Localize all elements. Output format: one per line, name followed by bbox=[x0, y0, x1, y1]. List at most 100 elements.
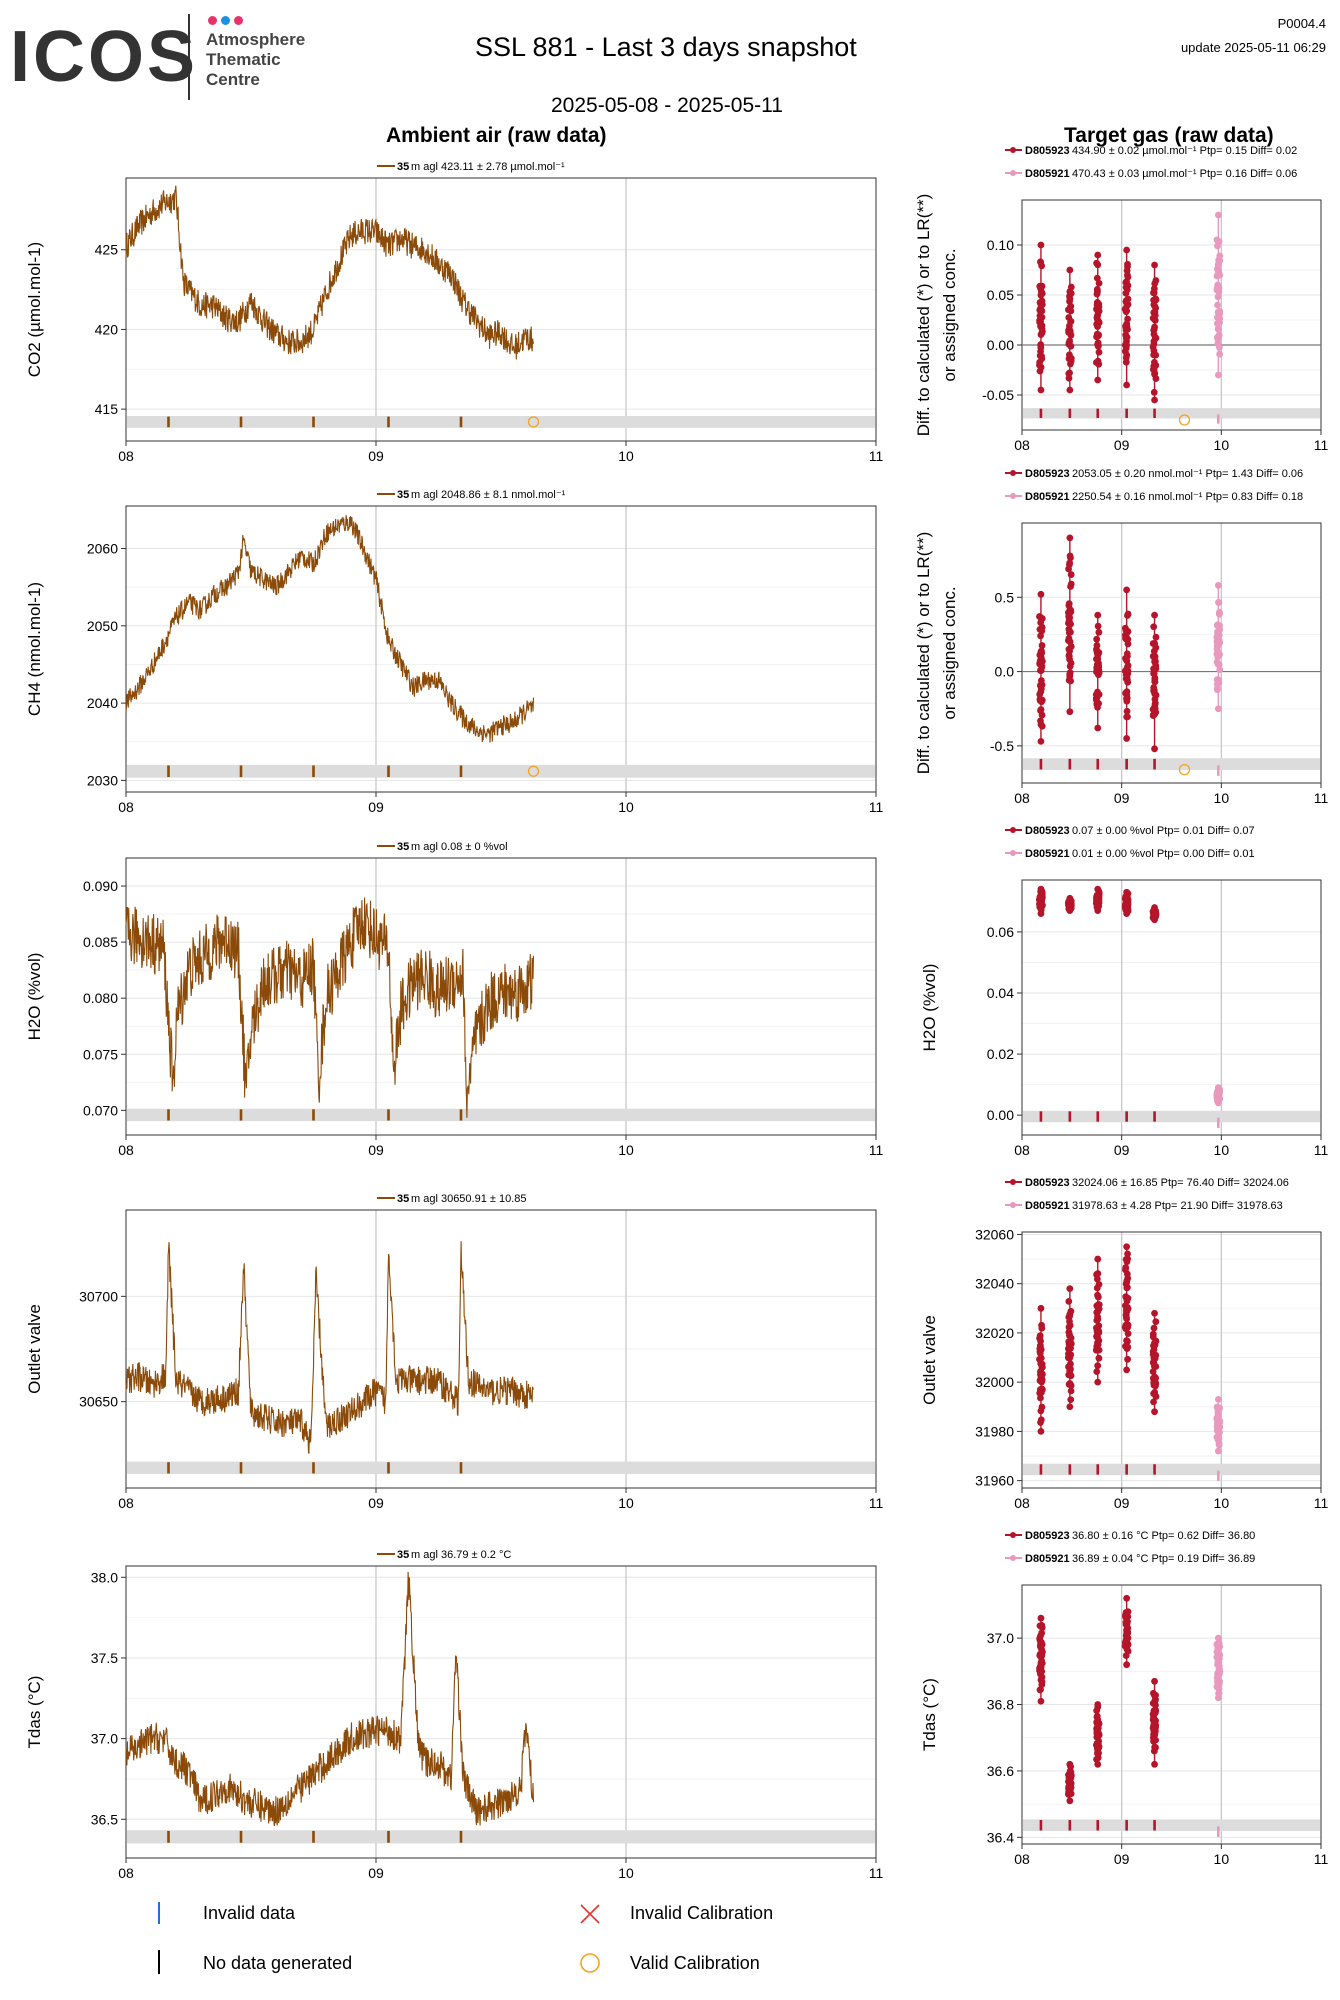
target-point bbox=[1093, 661, 1101, 669]
target-point bbox=[1215, 1655, 1223, 1663]
target-point bbox=[1065, 314, 1073, 321]
target-point bbox=[1214, 334, 1222, 342]
target-point bbox=[1149, 640, 1157, 647]
target-point bbox=[1150, 330, 1158, 338]
target-point-min bbox=[1214, 1099, 1222, 1107]
legend-no-data: No data generated bbox=[203, 1953, 353, 1973]
target-point bbox=[1067, 354, 1075, 362]
target-panel-1: 08 09 10 11 -0.5 0.0 0.5 Diff. to calculated (*… bbox=[914, 468, 1328, 806]
target-point bbox=[1121, 347, 1129, 355]
measurement-marker bbox=[387, 1109, 390, 1121]
legend-height: 35 bbox=[397, 1549, 409, 1561]
legend-swatch-dot bbox=[1010, 147, 1016, 153]
target-point bbox=[1094, 1716, 1102, 1724]
measurement-marker bbox=[167, 1830, 170, 1843]
target-point bbox=[1152, 1701, 1159, 1709]
legend-stats: 2250.54 ± 0.16 nmol.mol⁻¹ Ptp= 0.83 Diff… bbox=[1072, 491, 1303, 503]
target-point-max bbox=[1214, 1634, 1222, 1642]
target-point bbox=[1094, 1723, 1101, 1731]
target-point bbox=[1122, 689, 1129, 697]
target-point bbox=[1095, 331, 1102, 339]
ambient-series-line bbox=[125, 897, 535, 1118]
legend-stats: 470.43 ± 0.03 µmol.mol⁻¹ Ptp= 0.16 Diff=… bbox=[1072, 168, 1297, 180]
section-title-ambient: Ambient air (raw data) bbox=[386, 124, 607, 147]
section-title-target: Target gas (raw data) bbox=[1064, 124, 1274, 147]
x-tick-label: 09 bbox=[1114, 790, 1130, 806]
target-point bbox=[1215, 344, 1223, 351]
x-tick-label: 09 bbox=[368, 1495, 384, 1511]
x-tick-label: 08 bbox=[118, 1142, 134, 1158]
y-tick-label: 37.0 bbox=[91, 1731, 118, 1747]
target-point bbox=[1065, 565, 1072, 573]
legend-stats: 0.01 ± 0.00 %vol Ptp= 0.00 Diff= 0.01 bbox=[1072, 848, 1255, 860]
target-point bbox=[1094, 622, 1102, 630]
x-tick-label: 11 bbox=[869, 1142, 884, 1158]
target-point-max bbox=[1066, 894, 1074, 902]
target-point bbox=[1067, 1365, 1074, 1373]
target-point bbox=[1065, 619, 1072, 627]
y-tick-label: 0.0 bbox=[995, 664, 1015, 680]
target-point bbox=[1095, 348, 1103, 356]
x-tick-label: 10 bbox=[1214, 790, 1230, 806]
target-point bbox=[1066, 1380, 1074, 1387]
target-point bbox=[1121, 667, 1129, 675]
target-point-max bbox=[1214, 582, 1222, 589]
target-point bbox=[1092, 691, 1100, 699]
y-axis-label: or assigned conc. bbox=[940, 248, 959, 381]
y-tick-label: 0.080 bbox=[83, 990, 118, 1006]
target-point bbox=[1123, 1258, 1131, 1266]
ambient-panel-2: 08 09 10 11 0.070 0.075 0.080 0.085 0.090 H2O (%v… bbox=[25, 841, 883, 1158]
no-data-band bbox=[1023, 1110, 1320, 1123]
target-point-min bbox=[1094, 724, 1102, 732]
target-point bbox=[1123, 1295, 1131, 1303]
measurement-marker bbox=[1068, 1111, 1072, 1122]
target-panel-3: 08 09 10 11 31960 31980 32000 32020 32040 32060 Ou… bbox=[920, 1177, 1328, 1511]
target-point bbox=[1124, 1337, 1131, 1345]
target-point bbox=[1150, 1354, 1158, 1362]
measurement-marker bbox=[1039, 1819, 1043, 1831]
x-tick-label: 08 bbox=[1014, 1495, 1030, 1511]
target-point bbox=[1124, 662, 1132, 669]
target-point bbox=[1213, 638, 1221, 645]
y-tick-label: 0.070 bbox=[83, 1102, 118, 1118]
target-point bbox=[1036, 282, 1044, 290]
target-point bbox=[1151, 674, 1159, 682]
measurement-marker-2 bbox=[1217, 1470, 1220, 1481]
target-point bbox=[1122, 1621, 1130, 1628]
target-point bbox=[1152, 1707, 1160, 1714]
legend-swatch-dot bbox=[1010, 170, 1016, 176]
y-axis-label: or assigned conc. bbox=[940, 586, 959, 719]
target-point bbox=[1123, 286, 1131, 293]
legend-swatch-dot bbox=[1010, 1532, 1016, 1538]
y-tick-label: 0.10 bbox=[987, 237, 1014, 253]
valid-calibration-marker bbox=[1178, 763, 1191, 776]
y-axis-label: Outlet valve bbox=[920, 1315, 939, 1405]
target-point bbox=[1150, 325, 1158, 333]
target-point bbox=[1038, 623, 1046, 631]
target-point bbox=[1150, 1715, 1157, 1722]
target-point-max bbox=[1066, 534, 1074, 542]
legend-swatch-dot bbox=[1010, 493, 1016, 499]
measurement-marker bbox=[1068, 758, 1072, 770]
y-tick-label: 0.00 bbox=[987, 337, 1014, 353]
legend-gas-id: D805923 bbox=[1025, 1177, 1070, 1189]
target-point bbox=[1037, 306, 1045, 314]
target-point bbox=[1152, 657, 1159, 665]
target-point bbox=[1151, 1727, 1159, 1735]
target-point bbox=[1151, 316, 1159, 324]
target-point bbox=[1214, 1412, 1222, 1420]
target-point-max bbox=[1094, 885, 1102, 893]
logo-sub-line-3: Centre bbox=[206, 70, 260, 89]
target-point bbox=[1036, 1342, 1044, 1350]
target-point-min bbox=[1066, 708, 1074, 716]
y-tick-label: 32040 bbox=[975, 1276, 1014, 1292]
target-point bbox=[1067, 1396, 1075, 1404]
y-tick-label: 2040 bbox=[87, 695, 118, 711]
target-point bbox=[1036, 1355, 1043, 1363]
target-point bbox=[1216, 622, 1223, 630]
target-point bbox=[1124, 640, 1132, 648]
target-point bbox=[1038, 893, 1046, 901]
target-point bbox=[1065, 600, 1073, 608]
x-tick-label: 08 bbox=[118, 1495, 134, 1511]
target-point bbox=[1123, 341, 1130, 349]
